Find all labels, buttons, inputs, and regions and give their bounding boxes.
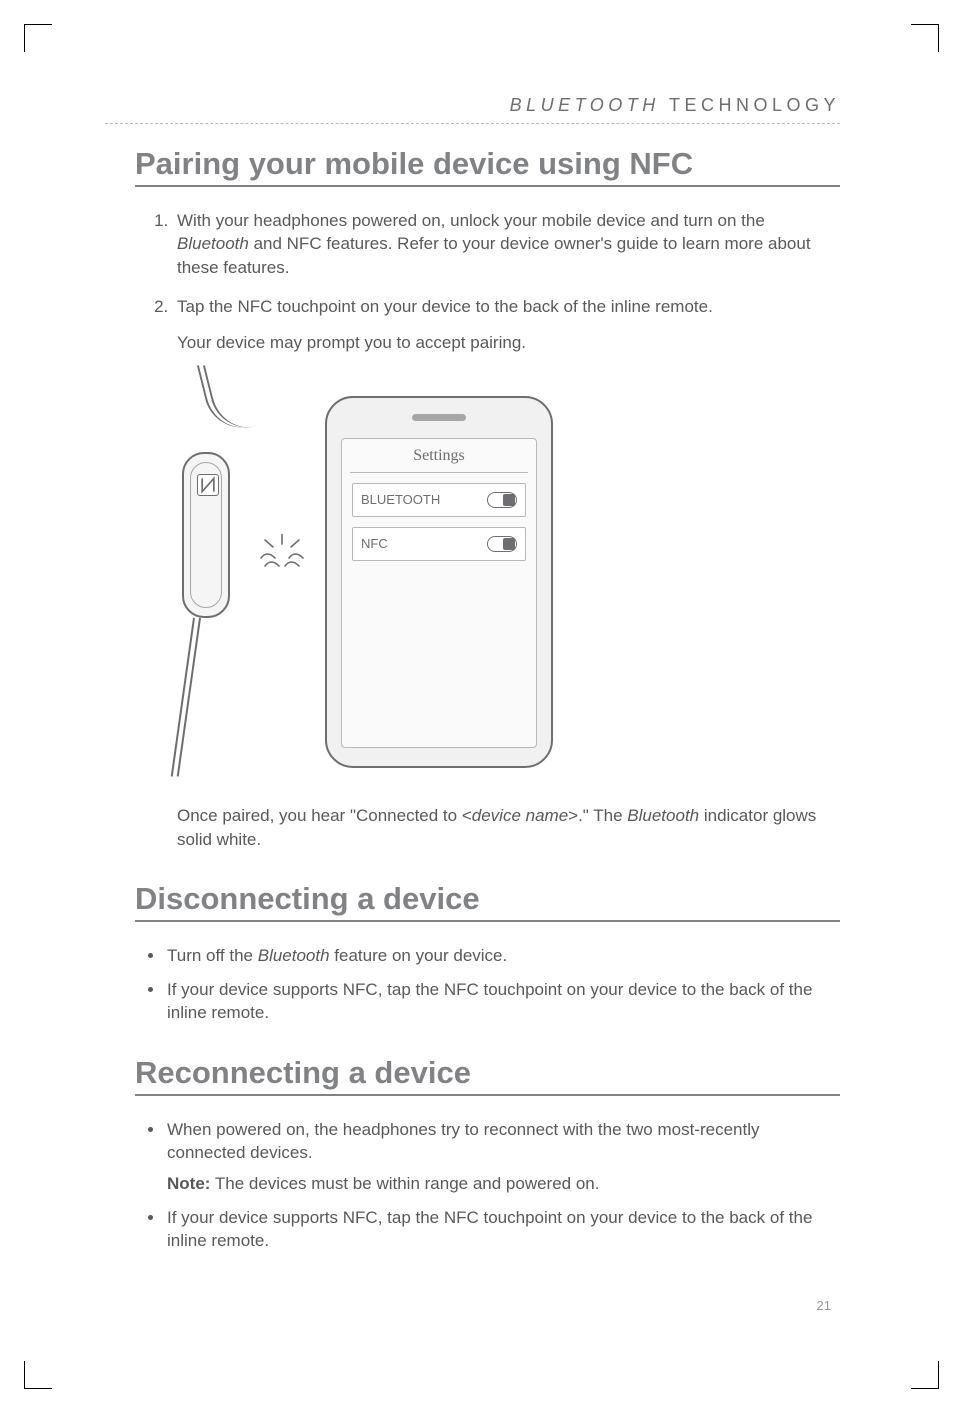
header-dashed-rule	[105, 123, 840, 124]
running-head: BLUETOOTH TECHNOLOGY	[135, 95, 840, 116]
phone-row-nfc: NFC	[352, 527, 526, 561]
disc1-pre: Turn off the	[167, 946, 258, 965]
crop-mark-bl	[24, 1361, 52, 1389]
inline-remote-illustration	[177, 366, 257, 786]
reconnect-item-1: When powered on, the headphones try to r…	[165, 1118, 840, 1196]
paired-mid: >." The	[568, 806, 627, 825]
nfc-icon	[197, 474, 219, 496]
phone-row-bt-label: BLUETOOTH	[361, 491, 440, 509]
crop-mark-br	[911, 1361, 939, 1389]
step2-sub: Your device may prompt you to accept pai…	[177, 331, 840, 354]
phone-screen: Settings BLUETOOTH NFC	[341, 438, 537, 748]
toggle-icon	[487, 492, 517, 508]
remote-body	[182, 452, 230, 618]
step2-main: Tap the NFC touchpoint on your device to…	[177, 297, 713, 316]
page-content: BLUETOOTH TECHNOLOGY Pairing your mobile…	[135, 95, 840, 1263]
paired-bt: Bluetooth	[627, 806, 699, 825]
disc1-italic: Bluetooth	[258, 946, 330, 965]
paired-pre: Once paired, you hear "Connected to <	[177, 806, 472, 825]
disc1-post: feature on your device.	[330, 946, 508, 965]
phone-mockup: Settings BLUETOOTH NFC	[325, 396, 553, 768]
running-head-suffix: TECHNOLOGY	[660, 95, 840, 115]
phone-row-bluetooth: BLUETOOTH	[352, 483, 526, 517]
reconnect-note: Note: The devices must be within range a…	[167, 1172, 840, 1195]
heading-reconnect: Reconnecting a device	[135, 1055, 840, 1096]
disconnect-list: Turn off the Bluetooth feature on your d…	[135, 944, 840, 1024]
crop-mark-tr	[911, 24, 939, 52]
heading-disconnect: Disconnecting a device	[135, 881, 840, 922]
figure-nfc-pairing: Settings BLUETOOTH NFC	[177, 366, 840, 786]
heading-pairing: Pairing your mobile device using NFC	[135, 146, 840, 187]
reconnect-list: When powered on, the headphones try to r…	[135, 1118, 840, 1253]
phone-settings-title: Settings	[350, 439, 528, 473]
rec1-text: When powered on, the headphones try to r…	[167, 1120, 760, 1162]
step-2: Tap the NFC touchpoint on your device to…	[173, 295, 840, 851]
step1-italic: Bluetooth	[177, 234, 249, 253]
note-label: Note:	[167, 1174, 210, 1193]
crop-mark-tl	[24, 24, 52, 52]
page-number: 21	[817, 1298, 831, 1313]
toggle-icon	[487, 536, 517, 552]
pairing-steps: With your headphones powered on, unlock …	[135, 209, 840, 851]
step1-pre: With your headphones powered on, unlock …	[177, 211, 765, 230]
phone-row-nfc-label: NFC	[361, 535, 388, 553]
cable-bottom	[171, 618, 195, 777]
running-head-prefix: BLUETOOTH	[510, 95, 660, 115]
phone-speaker	[412, 414, 466, 421]
step-1: With your headphones powered on, unlock …	[173, 209, 840, 279]
disconnect-item-1: Turn off the Bluetooth feature on your d…	[165, 944, 840, 967]
note-text: The devices must be within range and pow…	[210, 1174, 599, 1193]
reconnect-item-2: If your device supports NFC, tap the NFC…	[165, 1206, 840, 1253]
disconnect-item-2: If your device supports NFC, tap the NFC…	[165, 978, 840, 1025]
tap-waves-icon	[259, 534, 305, 570]
step1-post: and NFC features. Refer to your device o…	[177, 234, 811, 276]
paired-devname: device name	[472, 806, 568, 825]
